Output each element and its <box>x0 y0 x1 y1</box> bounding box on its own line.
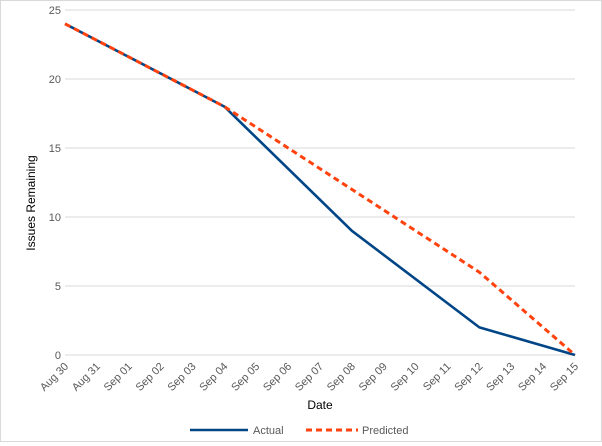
y-tick-label: 25 <box>49 5 61 17</box>
x-axis-title: Date <box>307 398 333 412</box>
y-axis-title: Issues Remaining <box>24 155 38 250</box>
x-tick-label: Sep 15 <box>548 361 581 394</box>
y-tick-label: 20 <box>49 74 61 86</box>
y-tick-label: 0 <box>55 350 61 362</box>
legend-label-predicted: Predicted <box>362 425 408 437</box>
series-layer <box>64 22 576 357</box>
y-tick-label: 15 <box>49 143 61 155</box>
grid-layer <box>65 9 575 356</box>
x-tick-label: Sep 10 <box>389 361 422 394</box>
x-tick-label: Sep 11 <box>421 361 454 394</box>
series-line-predicted <box>64 22 576 357</box>
x-tick-label: Sep 06 <box>261 361 294 394</box>
y-tick-labels: 0 5 10 15 20 25 <box>49 5 61 362</box>
x-tick-label: Sep 13 <box>484 361 517 394</box>
x-tick-label: Sep 07 <box>293 361 326 394</box>
y-tick-label: 5 <box>55 281 61 293</box>
x-tick-label: Sep 08 <box>325 361 358 394</box>
series-line-actual <box>64 22 576 357</box>
x-tick-label: Sep 03 <box>165 361 198 394</box>
x-tick-label: Sep 12 <box>452 361 485 394</box>
x-tick-label: Sep 14 <box>516 361 549 394</box>
x-tick-label: Sep 02 <box>134 361 167 394</box>
x-tick-label: Aug 31 <box>70 361 103 394</box>
legend-label-actual: Actual <box>253 425 284 437</box>
x-tick-label: Sep 04 <box>197 361 230 394</box>
x-tick-label: Sep 05 <box>229 361 262 394</box>
y-tick-label: 10 <box>49 212 61 224</box>
x-tick-label: Sep 09 <box>357 361 390 394</box>
x-tick-label: Sep 01 <box>102 361 135 394</box>
x-tick-label: Aug 30 <box>38 361 71 394</box>
legend: Actual Predicted <box>190 425 408 437</box>
